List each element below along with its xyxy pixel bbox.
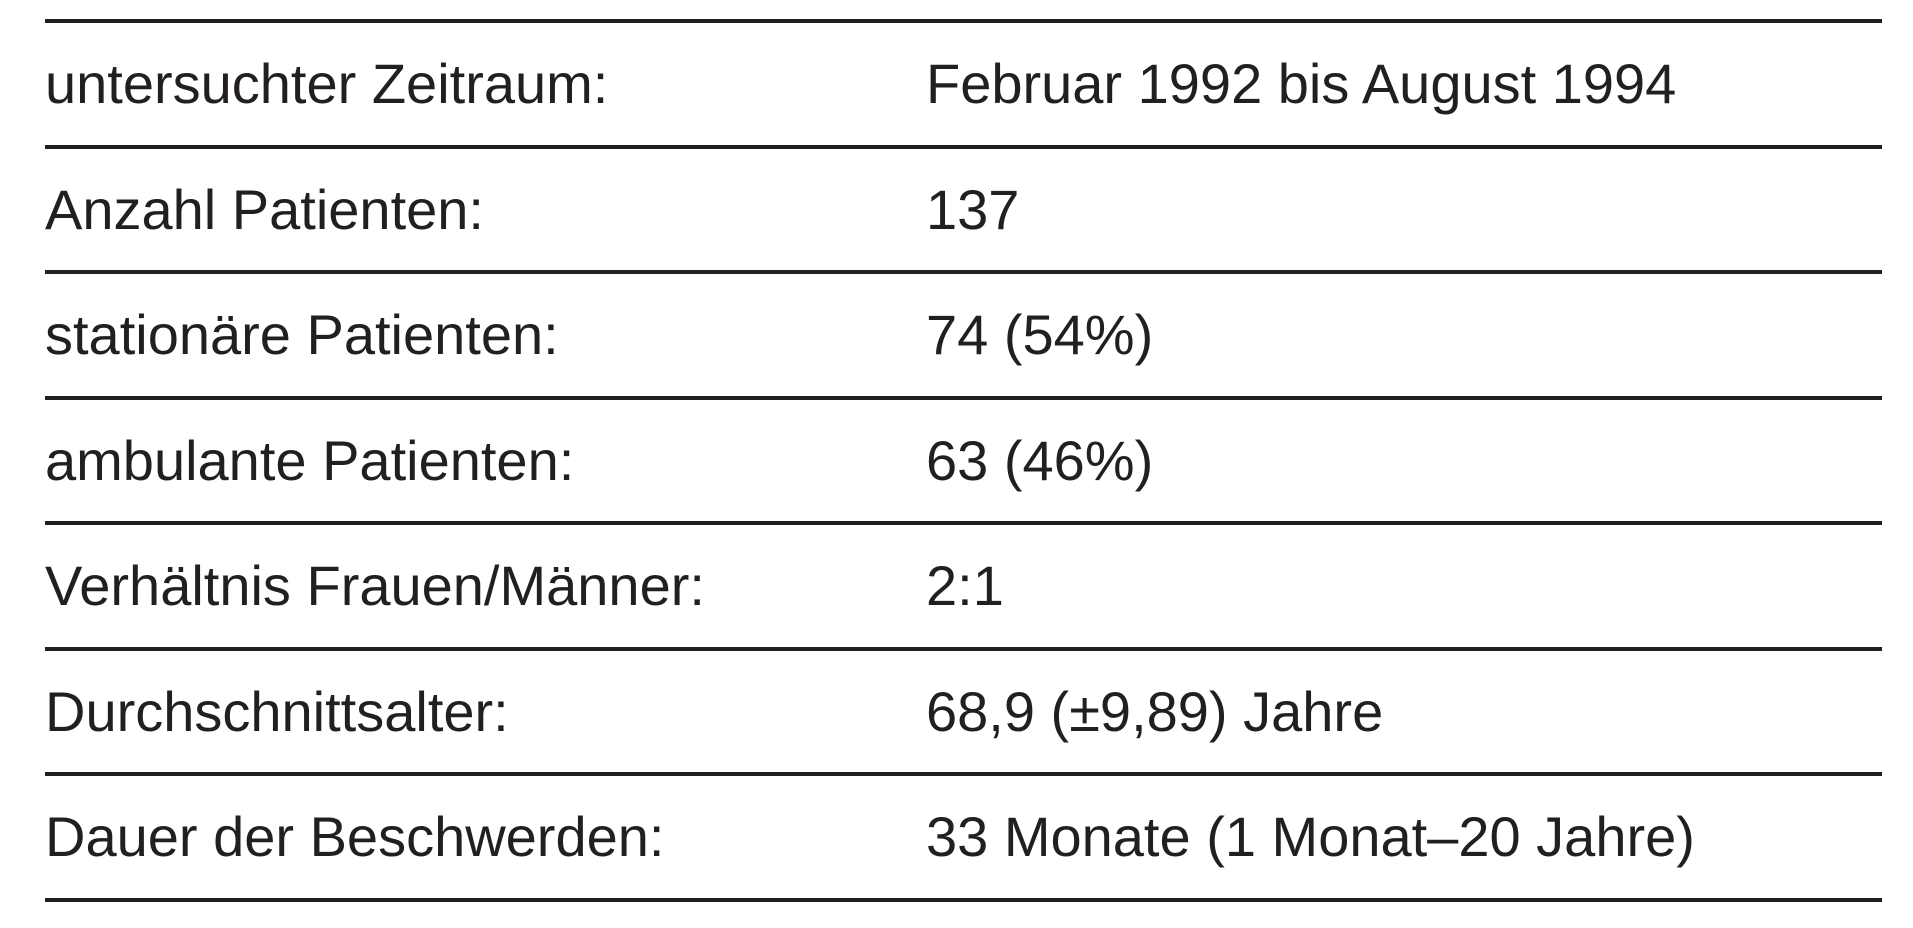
row-value: 63 (46%)	[926, 428, 1154, 492]
table-row: Durchschnittsalter: 68,9 (±9,89) Jahre	[45, 651, 1882, 776]
row-label: Dauer der Beschwerden:	[45, 805, 665, 868]
row-label: Verhältnis Frauen/Männer:	[45, 554, 705, 617]
table-row: untersuchter Zeitraum: Februar 1992 bis A…	[45, 23, 1882, 149]
row-value: 68,9 (±9,89) Jahre	[926, 679, 1384, 743]
table-row: Anzahl Patienten: 137	[45, 149, 1882, 274]
row-value: 33 Monate (1 Monat–20 Jahre)	[926, 805, 1695, 868]
row-label: ambulante Patienten:	[45, 428, 575, 492]
table-row: Verhältnis Frauen/Männer: 2:1	[45, 525, 1882, 651]
row-value: 74 (54%)	[926, 303, 1154, 366]
row-label: stationäre Patienten:	[45, 303, 559, 366]
row-value: 2:1	[926, 554, 1004, 617]
table-row: ambulante Patienten: 63 (46%)	[45, 400, 1882, 525]
row-label: untersuchter Zeitraum:	[45, 52, 609, 115]
table-row: Dauer der Beschwerden: 33 Monate (1 Monat…	[45, 776, 1882, 902]
row-label: Anzahl Patienten:	[45, 177, 484, 241]
table-row: stationäre Patienten: 74 (54%)	[45, 274, 1882, 400]
row-value: Februar 1992 bis August 1994	[926, 52, 1677, 115]
table: untersuchter Zeitraum: Februar 1992 bis A…	[45, 19, 1882, 902]
row-value: 137	[926, 177, 1020, 241]
row-label: Durchschnittsalter:	[45, 679, 509, 743]
